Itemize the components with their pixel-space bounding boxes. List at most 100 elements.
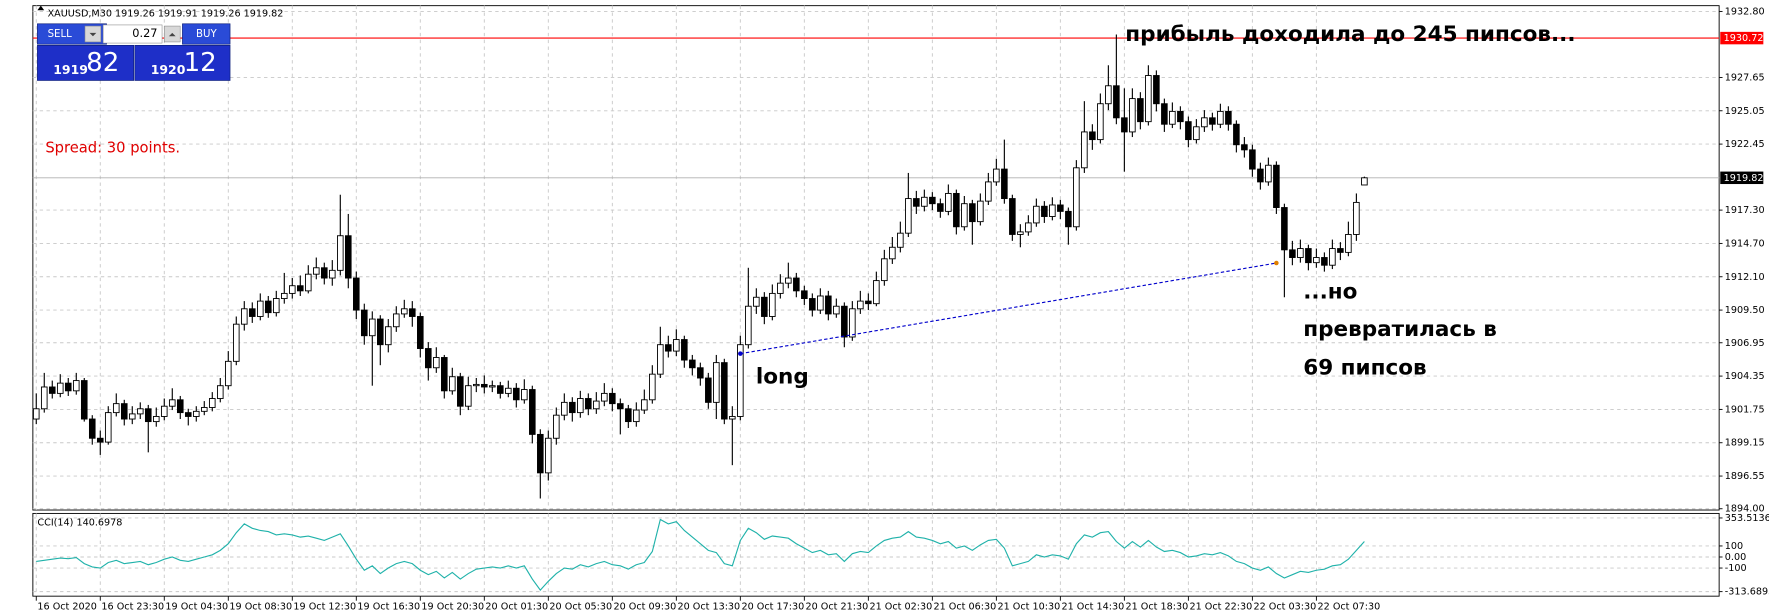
candle-body	[513, 387, 520, 401]
candle-body	[1153, 75, 1160, 105]
candle-body	[537, 433, 544, 474]
candle-body	[289, 285, 296, 294]
y-tick-label: -313.6893	[1725, 587, 1769, 598]
x-tick-label: 16 Oct 2020	[37, 601, 97, 612]
x-tick-label: 19 Oct 20:30	[421, 601, 484, 612]
y-tick-label: 1896.55	[1725, 471, 1765, 482]
candle-body	[216, 385, 224, 399]
trendline-end	[1274, 260, 1279, 266]
candle-body	[409, 308, 416, 317]
candle-body	[80, 380, 88, 420]
candle-body	[112, 403, 120, 414]
main-frame	[32, 5, 1720, 511]
candle-body	[305, 273, 312, 292]
candle-body	[793, 277, 800, 292]
y-tick-label: 100	[1725, 541, 1743, 552]
candle-body	[617, 403, 624, 410]
candle-body	[321, 267, 328, 279]
candle-body	[657, 344, 664, 375]
candle-body	[264, 300, 272, 314]
candle-body	[729, 416, 736, 420]
ask-box[interactable]	[134, 44, 231, 81]
candle-body	[1073, 167, 1080, 228]
price-tag	[1720, 171, 1764, 185]
candle-body	[505, 387, 512, 394]
x-tick-label: 20 Oct 17:30	[741, 601, 804, 612]
candle-body	[200, 407, 208, 412]
candle-body	[1121, 117, 1128, 133]
candle-body	[297, 285, 304, 292]
candle-body	[489, 385, 496, 388]
candle-body	[64, 382, 72, 392]
candle-body	[1113, 85, 1120, 119]
candle-body	[545, 437, 552, 474]
candle-body	[433, 357, 440, 369]
candle-body	[921, 196, 928, 207]
buy-button[interactable]	[182, 23, 231, 45]
y-tick-label: 1914.70	[1725, 238, 1765, 249]
candle-body	[1353, 201, 1360, 235]
candle-body	[184, 412, 192, 417]
candle-body	[737, 344, 744, 417]
lot-input[interactable]	[102, 24, 163, 44]
candle-body	[857, 300, 864, 310]
ask-big: 1920	[151, 62, 186, 77]
candle-body	[160, 405, 168, 417]
alert-tag-label: 1930.72	[1724, 33, 1764, 44]
candle-body	[329, 269, 336, 279]
candle-body	[144, 408, 152, 423]
x-tick-label: 21 Oct 14:30	[1061, 601, 1124, 612]
candle-body	[1185, 121, 1192, 141]
candle-body	[1345, 234, 1352, 253]
bid-box[interactable]	[37, 44, 135, 81]
candle-body	[953, 192, 960, 228]
candle-body	[88, 418, 96, 439]
x-tick-label: 19 Oct 08:30	[229, 601, 292, 612]
candle-body	[633, 409, 640, 423]
y-tick-label: 1901.75	[1725, 404, 1765, 415]
candle-body	[1209, 117, 1216, 125]
y-tick-label: 1927.65	[1725, 72, 1765, 83]
candle-body	[801, 290, 808, 299]
y-tick-label: 1932.80	[1725, 6, 1765, 17]
candle-body	[785, 277, 792, 284]
candle-body	[993, 168, 1000, 183]
x-tick-label: 21 Oct 06:30	[933, 601, 996, 612]
candle-body	[369, 318, 376, 337]
candle-body	[961, 203, 968, 228]
candle-body	[769, 292, 776, 317]
candle-body	[1009, 198, 1016, 235]
candle-body	[529, 389, 536, 435]
x-tick-label: 21 Oct 22:30	[1190, 601, 1253, 612]
candle-body	[945, 192, 952, 212]
candle-body	[1265, 164, 1272, 183]
candle-body	[825, 295, 832, 315]
candle-body	[1161, 103, 1168, 125]
candle-body	[649, 373, 656, 401]
candle-body	[104, 412, 112, 443]
candle-body	[473, 383, 480, 387]
candle-body	[337, 235, 344, 271]
candle-body	[841, 305, 848, 338]
chart-title: XAUUSD,M30 1919.26 1919.91 1919.26 1919.…	[48, 9, 284, 20]
candle-body	[625, 408, 632, 423]
candle-body	[1049, 204, 1056, 217]
candle-body	[40, 386, 48, 410]
candle-body	[425, 348, 432, 369]
candle-body	[809, 298, 816, 311]
candle-body	[689, 359, 696, 369]
candle-body	[817, 295, 824, 311]
candle-body	[745, 305, 752, 346]
candle-body	[256, 300, 264, 317]
candle-body	[224, 360, 232, 387]
y-tick-label: 1922.45	[1725, 139, 1765, 150]
candle-body	[240, 308, 248, 325]
candle-body	[1305, 248, 1312, 264]
candle-body	[641, 399, 648, 411]
y-tick-label: 1904.35	[1725, 371, 1765, 382]
candle-body	[937, 203, 944, 212]
collapse-icon[interactable]	[37, 5, 45, 11]
candle-body	[176, 399, 184, 414]
cci-frame	[32, 512, 1720, 597]
annotation: превратилась в	[1303, 317, 1497, 342]
